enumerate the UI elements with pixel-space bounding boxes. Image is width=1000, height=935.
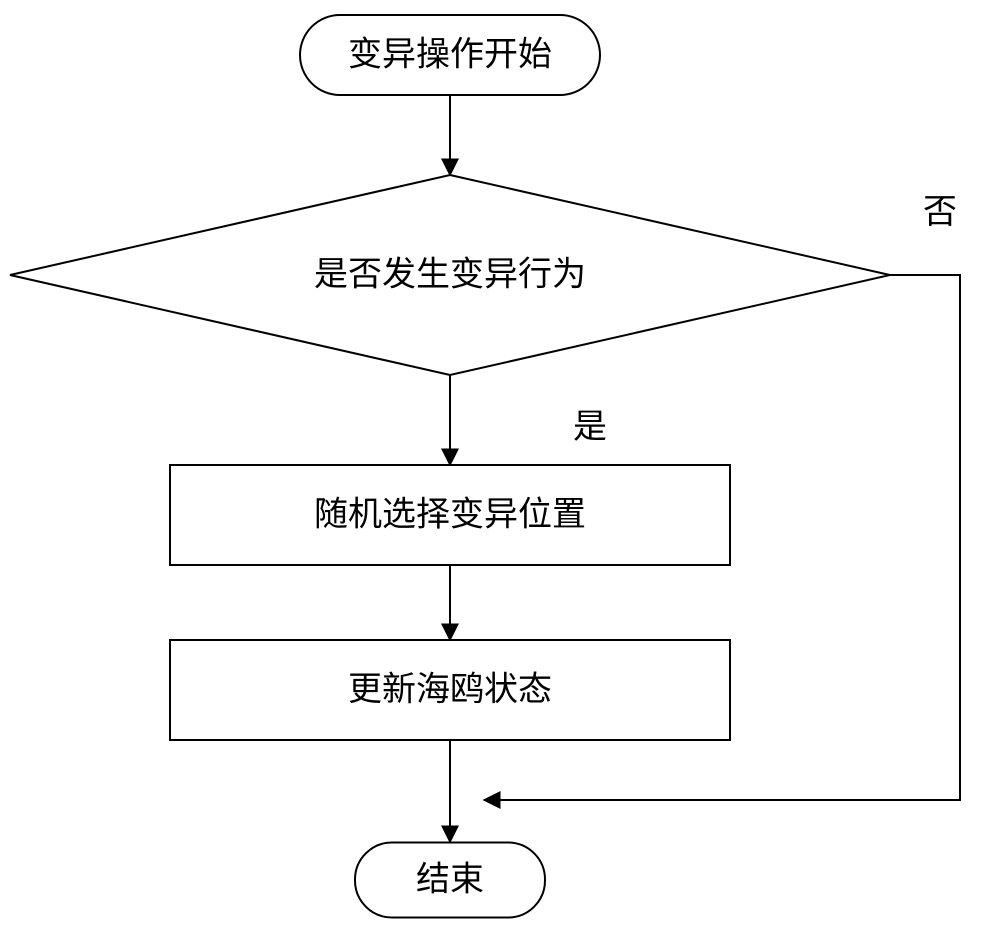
node-start: 变异操作开始	[300, 15, 600, 95]
node-label-proc1: 随机选择变异位置	[314, 496, 586, 534]
edge-label-e2: 是	[573, 409, 607, 446]
node-label-proc2: 更新海鸥状态	[348, 671, 552, 709]
node-end: 结束	[355, 843, 545, 918]
node-proc2: 更新海鸥状态	[170, 640, 730, 740]
node-decision: 是否发生变异行为	[10, 175, 890, 375]
node-label-decision: 是否发生变异行为	[314, 256, 586, 294]
edge-label-e5: 否	[923, 194, 957, 231]
node-label-start: 变异操作开始	[348, 36, 552, 74]
node-proc1: 随机选择变异位置	[170, 465, 730, 565]
node-label-end: 结束	[416, 861, 484, 899]
